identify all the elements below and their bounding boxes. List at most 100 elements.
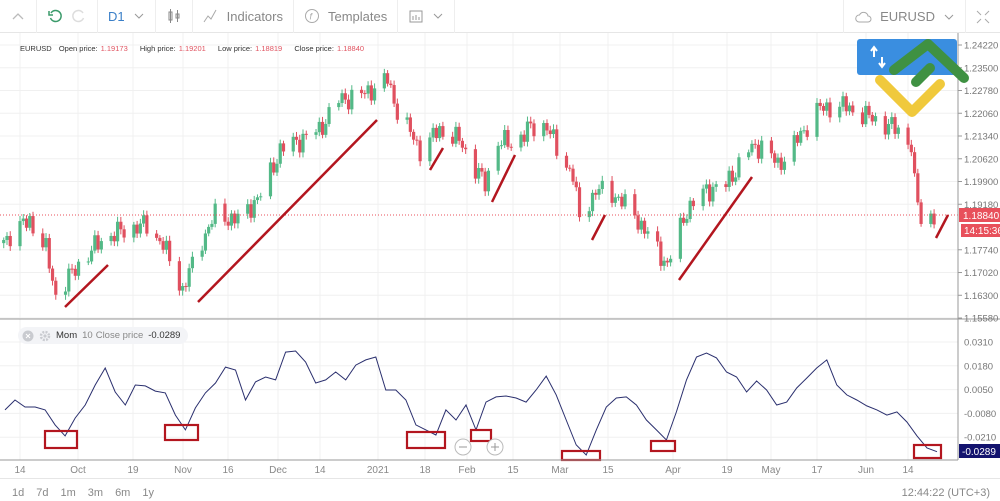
candle [883,111,887,140]
templates-button[interactable]: f Templates [294,0,399,33]
candle [418,135,422,167]
candle [682,212,686,226]
close-icon[interactable] [22,330,34,342]
candle [451,131,455,147]
countdown-value: 14:15:36 [964,226,1000,237]
zoom-out-button[interactable] [454,438,472,456]
highlight-box[interactable] [649,439,677,453]
price-tick: 1.19180 [964,200,998,211]
candle [320,116,325,139]
candle [590,189,595,217]
candle [642,217,647,239]
chart-canvas[interactable]: 1.24220 1.23500 1.22780 1.22060 1.21340 1.206… [0,0,1000,478]
highlight-box[interactable] [560,449,602,462]
date-tick: 15 [602,465,614,476]
range-7d[interactable]: 7d [36,487,49,499]
collapse-button[interactable] [0,0,37,33]
date-axis[interactable]: 14 Oct 19 Nov 16 Dec 14 2021 18 Feb 15 Mar 15 Apr 19 Ma… [14,465,914,476]
candle [203,229,208,255]
candle [610,176,614,208]
candle [623,189,627,210]
trend-line[interactable] [677,176,754,281]
momentum-tick: 0.0310 [964,338,993,349]
symbol-label: EURUSD [880,9,935,24]
calendar-chart-icon [409,10,423,23]
candle [929,210,933,228]
trend-line[interactable] [490,154,517,203]
candle [678,213,682,263]
candle [896,124,900,139]
candle [155,230,159,241]
candle [317,117,321,137]
range-1m[interactable]: 1m [60,487,76,499]
layout-button[interactable] [398,0,456,33]
trend-line[interactable] [428,147,445,171]
symbol-select[interactable]: EURUSD [843,0,966,33]
date-tick: 19 [127,465,139,476]
chevron-up-icon [12,13,24,20]
candle [792,130,796,166]
range-6m[interactable]: 6m [115,487,131,499]
highlight-box[interactable] [163,423,200,442]
candle [708,179,712,207]
candle [522,130,526,147]
trend-line[interactable] [934,214,950,239]
candle [96,230,100,253]
trend-line[interactable] [197,119,378,303]
gear-icon[interactable] [39,330,51,342]
candle [405,112,409,125]
candle [161,236,165,254]
candle [158,235,162,245]
candle [8,231,12,251]
price-axis[interactable]: 1.24220 1.23500 1.22780 1.22060 1.21340 1.206… [958,41,998,325]
candle [304,130,308,140]
history-controls [37,0,98,33]
low-label: Low price: [217,44,253,53]
date-tick: 14 [14,465,26,476]
candle [213,198,217,228]
momentum-axis[interactable]: 0.0310 0.0180 0.0050 -0.0080 -0.0210 [964,338,996,444]
candle [372,83,377,105]
highlight-box[interactable] [469,428,493,443]
undo-icon[interactable] [47,8,63,24]
close-label: Close price: [294,44,334,53]
candle [542,120,546,142]
candle [415,135,419,146]
candle [327,103,331,127]
trend-line[interactable] [64,264,109,308]
range-1d[interactable]: 1d [12,487,25,499]
indicators-label: Indicators [226,8,283,24]
fullscreen-button[interactable] [966,0,1000,33]
candle [916,168,920,206]
candle [168,235,172,266]
range-1y[interactable]: 1y [142,487,154,499]
candle [701,184,705,211]
close-value: 1.18840 [336,44,365,53]
indicators-button[interactable]: Indicators [193,0,294,33]
templates-label: Templates [328,8,388,24]
highlight-box[interactable] [405,430,447,450]
candle [229,210,234,231]
candle [571,164,575,186]
highlight-box[interactable] [912,443,943,460]
trend-line[interactable] [590,214,607,241]
candle [187,263,191,292]
candle [132,221,136,243]
candle [805,125,809,141]
chart-type-button[interactable] [156,0,193,33]
candle [275,159,279,176]
price-tick: 1.22060 [964,109,998,120]
candle [369,80,373,105]
candle [298,134,302,158]
candle [613,193,617,207]
candle [779,152,783,175]
candle [818,99,822,111]
range-3m[interactable]: 3m [87,487,104,499]
highlight-box[interactable] [43,429,79,450]
redo-icon[interactable] [71,8,87,24]
candle [600,175,604,194]
candle [760,135,764,164]
zoom-in-button[interactable] [486,438,504,456]
candle [574,176,578,192]
timeframe-select[interactable]: D1 [98,0,156,33]
